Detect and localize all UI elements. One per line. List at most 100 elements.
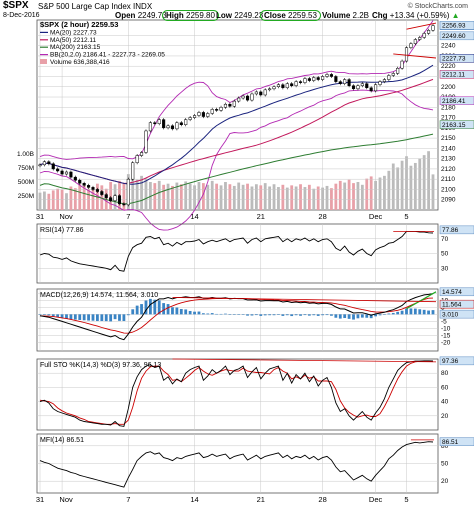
price-ytick-1: 2100: [441, 186, 456, 193]
quote-close: Close 2259.53: [260, 10, 321, 21]
candle-body: [188, 117, 192, 120]
macd-histogram-bar: [96, 314, 99, 321]
symbol-title: $SPX: [3, 0, 29, 11]
volume-bar: [78, 184, 82, 210]
macd-histogram-bar: [347, 314, 351, 319]
quote-change: Chg +13.34 (+0.59%) ▲: [372, 11, 460, 20]
macd-histogram-bar: [157, 300, 161, 315]
macd-histogram-bar: [409, 308, 413, 315]
legend-volume: Volume 636,388,416: [50, 59, 110, 66]
volume-bar: [400, 160, 404, 210]
volume-bar: [131, 176, 135, 210]
volume-bar: [272, 184, 276, 210]
candle-body: [179, 122, 183, 126]
macd-histogram-bar: [418, 309, 422, 315]
volume-bar: [365, 178, 369, 210]
candle-body: [409, 43, 413, 48]
candle-body: [60, 170, 64, 175]
macd-histogram-bar: [268, 314, 272, 316]
candle-body: [193, 115, 197, 118]
vol-label: Volume: [322, 11, 351, 20]
macd-histogram-bar: [299, 314, 302, 316]
macd-histogram-bar: [144, 300, 148, 315]
macd-histogram-bar: [193, 311, 196, 315]
volume-bar: [215, 183, 219, 210]
price-ytick-0: 2090: [441, 197, 456, 204]
sto-tag-k-box: [439, 356, 474, 366]
macd-histogram-bar: [175, 307, 179, 315]
rsi-ytick-2: 70: [441, 236, 449, 243]
sto-ytick-3: 80: [441, 370, 449, 377]
volume-bar: [197, 182, 201, 210]
price-tag-4: 2212.11: [442, 72, 465, 79]
macd-tag-signal-box: [439, 299, 474, 309]
candle-body: [219, 107, 223, 111]
candle-body: [325, 74, 329, 77]
macd-signal-line: [39, 297, 434, 334]
macd-histogram-bar: [250, 314, 254, 316]
candle-body: [223, 103, 228, 108]
legend-ma50: MA(50) 2212.11: [50, 37, 97, 44]
high-label: High: [166, 11, 184, 20]
macd-ytick-3: -5: [441, 318, 447, 325]
volume-bar: [290, 185, 294, 210]
candle-body: [343, 79, 347, 84]
price-ytick-11: 2200: [441, 84, 456, 91]
exchange-text: INDX: [133, 2, 153, 11]
index-name: S&P 500 Large Cap Index INDX: [38, 2, 152, 11]
candle-body: [197, 112, 201, 116]
price-ytick-5: 2140: [441, 145, 456, 152]
volume-bar: [175, 182, 179, 210]
volume-bar: [413, 162, 417, 210]
candle-body: [356, 85, 360, 90]
price-ytick-6: 2150: [441, 135, 456, 142]
macd-tag-hist-box: [439, 309, 474, 319]
candle-body: [157, 119, 161, 124]
candle-body: [73, 176, 77, 181]
volume-bar: [47, 193, 51, 210]
volume-bar: [56, 188, 60, 210]
volume-bar: [347, 179, 351, 210]
candle-body: [232, 100, 236, 107]
candle-body: [109, 197, 113, 202]
volume-bar: [122, 183, 126, 210]
volume-bar: [422, 155, 426, 210]
volume-bar: [51, 190, 55, 210]
macd-histogram-bar: [69, 314, 73, 320]
candle-body: [285, 83, 289, 89]
rsi-ytick-1: 50: [441, 251, 449, 258]
chg-value: +13.34 (+0.59%): [389, 11, 450, 20]
macd-histogram-bar: [73, 314, 77, 320]
volume-bar: [166, 183, 170, 210]
price-ytick-3: 2120: [441, 166, 456, 173]
chg-label: Chg: [372, 11, 388, 20]
macd-histogram-bar: [360, 314, 364, 318]
macd-histogram-bar: [78, 314, 82, 320]
macd-histogram-bar: [113, 314, 117, 320]
bottom-xtick-6: Dec: [369, 495, 383, 504]
candle-body: [404, 47, 409, 62]
volume-bar: [171, 185, 174, 210]
price-ytick-15: 2240: [441, 43, 456, 50]
macd-histogram-bar: [343, 314, 347, 319]
volume-bar: [325, 185, 329, 210]
macd-histogram-bar: [38, 314, 42, 315]
ma50-line: [39, 78, 434, 184]
macd-histogram-bar: [153, 299, 157, 315]
quote-date: 8-Dec-2016: [3, 12, 40, 19]
volume-bar: [157, 180, 161, 210]
candle-body: [268, 88, 272, 91]
candle-body: [391, 73, 395, 76]
candle-body: [82, 183, 86, 186]
macd-histogram-bar: [47, 314, 51, 316]
macd-histogram-bar: [378, 314, 382, 316]
price-tag-1: 2256.93: [442, 23, 466, 30]
price-ytick-8: 2170: [441, 115, 456, 122]
candle-body: [245, 95, 250, 101]
quote-high: High 2259.80: [162, 10, 219, 21]
candle-body: [400, 60, 404, 69]
candle-body: [369, 87, 373, 92]
mfi-title: MFI(14) 86.51: [40, 437, 84, 444]
macd-histogram-bar: [254, 314, 258, 316]
